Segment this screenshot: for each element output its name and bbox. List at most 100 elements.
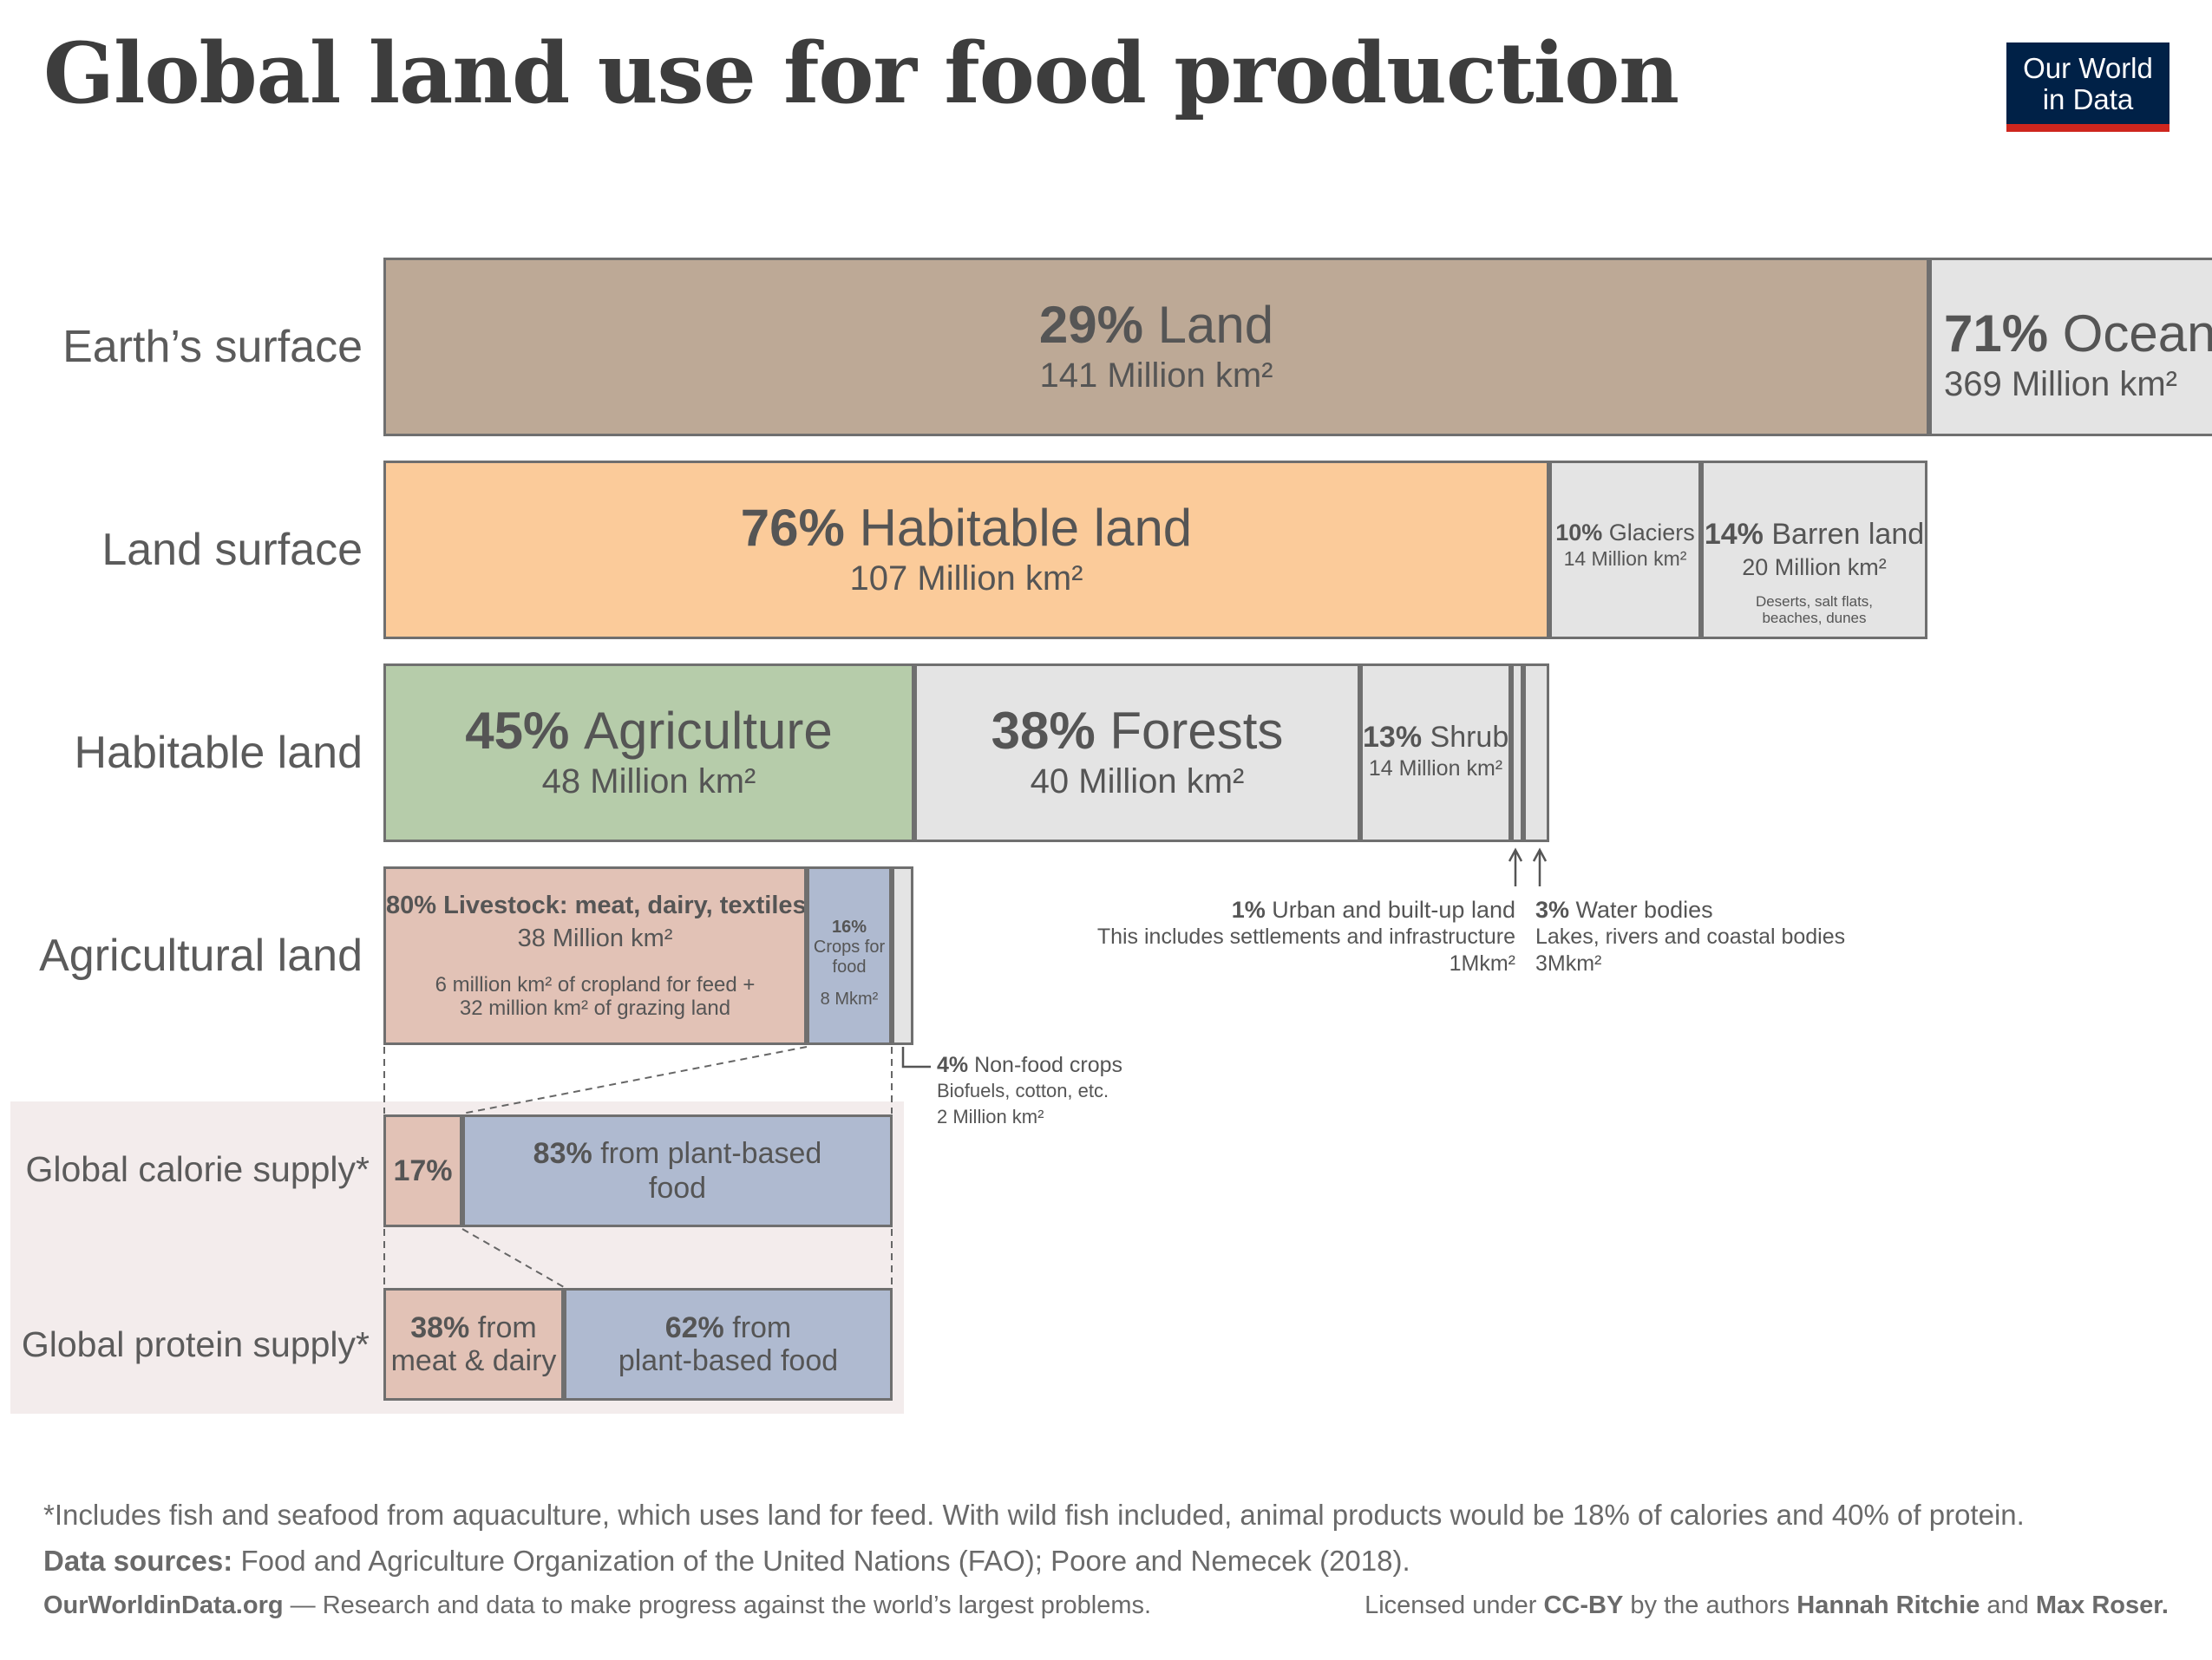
- barren-value: 20 Million km²: [1742, 554, 1887, 580]
- bar-crops-for-food: 16% Crops for food 8 Mkm²: [807, 866, 892, 1045]
- bar-habitable-land: 76% Habitable land 107 Million km²: [383, 461, 1549, 639]
- livestock-percent: 80%: [386, 892, 437, 919]
- dash-calorie-split: [461, 1228, 565, 1288]
- row-label-protein: Global protein supply*: [21, 1324, 370, 1364]
- forests-value: 40 Million km²: [1030, 762, 1245, 801]
- agriculture-percent: 45%: [465, 702, 570, 760]
- bar-livestock: 80% Livestock: meat, dairy, textiles 38 …: [383, 866, 807, 1045]
- crops-label-1: Crops for: [813, 938, 886, 957]
- bar-non-food-crops: [892, 866, 913, 1045]
- site-link[interactable]: OurWorldinData.org: [43, 1591, 284, 1619]
- forests-percent: 38%: [991, 702, 1096, 760]
- livestock-note-1: 6 million km² of cropland for feed +: [435, 973, 756, 997]
- calorie-plant-percent: 83%: [533, 1137, 592, 1170]
- habitable-value: 107 Million km²: [849, 559, 1083, 598]
- bar-urban: [1511, 663, 1523, 842]
- row-label-land: Land surface: [101, 525, 363, 575]
- habitable-percent: 76%: [740, 499, 845, 557]
- water-note: Lakes, rivers and coastal bodies: [1535, 925, 1846, 949]
- agriculture-label: Agriculture: [583, 702, 833, 760]
- sources-text: Food and Agriculture Organization of the…: [240, 1545, 1410, 1577]
- protein-plant-label-1: from: [732, 1311, 792, 1344]
- calorie-plant-label-1: from plant-based: [600, 1137, 822, 1170]
- nonfood-bracket: [901, 1047, 931, 1069]
- nonfood-percent: 4%: [937, 1053, 969, 1077]
- arrow-water-head: [1532, 847, 1548, 862]
- footnote: *Includes fish and seafood from aquacult…: [43, 1499, 2025, 1531]
- protein-plant-percent: 62%: [664, 1311, 724, 1344]
- urban-label: Urban and built-up land: [1272, 897, 1515, 923]
- row-label-earth: Earth’s surface: [62, 322, 363, 372]
- logo-line-1: Our World: [2023, 52, 2153, 84]
- license-mid: by the authors: [1630, 1591, 1790, 1619]
- crops-value: 8 Mkm²: [820, 990, 879, 1009]
- water-label: Water bodies: [1575, 897, 1713, 923]
- chart-title: Global land use for food production: [43, 24, 1679, 122]
- dash-livestock-split: [461, 1046, 808, 1114]
- barren-label: Barren land: [1771, 518, 1925, 551]
- arrow-urban-head: [1508, 847, 1523, 862]
- protein-plant-label-2: plant-based food: [618, 1344, 839, 1377]
- protein-animal-label-2: meat & dairy: [390, 1344, 557, 1377]
- bar-calorie-animal: 17%: [383, 1114, 462, 1227]
- livestock-label: Livestock: meat, dairy, textiles: [443, 892, 807, 919]
- barren-percent: 14%: [1704, 518, 1764, 551]
- owid-logo[interactable]: Our World in Data: [2006, 42, 2169, 132]
- sources-label: Data sources:: [43, 1545, 233, 1577]
- agriculture-value: 48 Million km²: [541, 762, 756, 801]
- bar-glaciers: 10% Glaciers 14 Million km²: [1549, 461, 1701, 639]
- glaciers-value: 14 Million km²: [1563, 547, 1687, 570]
- ocean-value: 369 Million km²: [1944, 365, 2177, 403]
- nonfood-value: 2 Million km²: [937, 1106, 1044, 1127]
- bar-ocean: 71% Ocean 369 Million km²: [1929, 258, 2212, 436]
- livestock-note-2: 32 million km² of grazing land: [459, 997, 731, 1020]
- land-label: Land: [1157, 296, 1274, 354]
- tagline: — Research and data to make progress aga…: [290, 1591, 1152, 1619]
- water-percent: 3%: [1535, 897, 1570, 923]
- bar-calorie-plant: 83% from plant-based food: [462, 1114, 893, 1227]
- protein-animal-percent: 38%: [410, 1311, 470, 1344]
- row-label-agricultural: Agricultural land: [39, 931, 363, 981]
- barren-note-2: beaches, dunes: [1762, 610, 1867, 626]
- livestock-value: 38 Million km²: [517, 925, 673, 952]
- author-1: Hannah Ritchie: [1796, 1591, 1980, 1619]
- data-sources: Data sources: Food and Agriculture Organ…: [43, 1545, 1410, 1578]
- author-and: and: [1986, 1591, 2029, 1619]
- row-label-habitable: Habitable land: [74, 728, 363, 778]
- bar-shrub: 13% Shrub 14 Million km²: [1360, 663, 1511, 842]
- author-2: Max Roser.: [2035, 1591, 2169, 1619]
- urban-annotation: 1% Urban and built-up land This includes…: [1097, 897, 1515, 977]
- crops-label-2: food: [832, 957, 867, 977]
- urban-percent: 1%: [1231, 897, 1266, 923]
- bar-forests: 38% Forests 40 Million km²: [914, 663, 1360, 842]
- barren-note-1: Deserts, salt flats,: [1755, 593, 1874, 610]
- shrub-label: Shrub: [1430, 721, 1509, 754]
- logo-line-2: in Data: [2042, 83, 2134, 115]
- nonfood-note: Biofuels, cotton, etc.: [937, 1080, 1109, 1101]
- glaciers-label: Glaciers: [1608, 520, 1695, 546]
- protein-animal-label-1: from: [477, 1311, 537, 1344]
- water-value: 3Mkm²: [1535, 951, 1602, 976]
- forests-label: Forests: [1109, 702, 1284, 760]
- shrub-value: 14 Million km²: [1368, 756, 1503, 781]
- nonfood-annotation: 4% Non-food crops Biofuels, cotton, etc.…: [937, 1052, 1122, 1130]
- land-value: 141 Million km²: [1039, 356, 1273, 395]
- calorie-animal-percent: 17%: [393, 1154, 453, 1187]
- footer-license-line: Licensed under CC-BY by the authors Hann…: [1365, 1591, 2169, 1620]
- glaciers-percent: 10%: [1555, 520, 1603, 546]
- shrub-percent: 13%: [1363, 721, 1423, 754]
- calorie-plant-label-2: food: [648, 1172, 707, 1205]
- water-annotation: 3% Water bodies Lakes, rivers and coasta…: [1535, 897, 1845, 977]
- bar-land: 29% Land 141 Million km²: [383, 258, 1929, 436]
- bar-agriculture: 45% Agriculture 48 Million km²: [383, 663, 914, 842]
- bar-water-bodies: [1523, 663, 1549, 842]
- row-label-calorie: Global calorie supply*: [25, 1149, 370, 1189]
- habitable-label: Habitable land: [859, 499, 1193, 557]
- nonfood-label: Non-food crops: [974, 1053, 1123, 1077]
- license-link[interactable]: CC-BY: [1543, 1591, 1624, 1619]
- urban-note: This includes settlements and infrastruc…: [1096, 925, 1515, 949]
- ocean-percent: 71%: [1944, 304, 2049, 363]
- land-percent: 29%: [1038, 296, 1143, 354]
- bar-barren-land: 14% Barren land 20 Million km² Deserts, …: [1701, 461, 1927, 639]
